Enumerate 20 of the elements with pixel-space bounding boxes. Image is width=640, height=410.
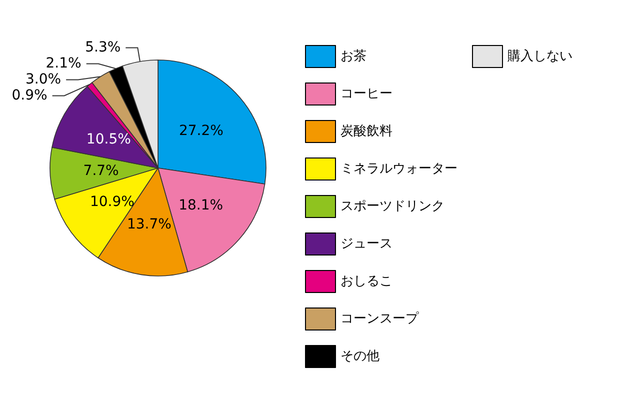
legend-label: コーンスープ bbox=[340, 312, 420, 326]
data-label: 10.5% bbox=[86, 131, 131, 148]
legend-label: お茶 bbox=[340, 49, 366, 64]
data-label: 18.1% bbox=[178, 198, 224, 214]
legend-label: ミネラルウォーター bbox=[340, 162, 458, 176]
legend-label: 購入しない bbox=[508, 49, 572, 64]
legend-label: 炭酸飲料 bbox=[340, 124, 392, 139]
data-label: 3.0% bbox=[26, 72, 62, 88]
legend-label: その他 bbox=[340, 349, 380, 364]
legend-label: おしるこ bbox=[340, 274, 392, 289]
data-label: 0.9% bbox=[12, 88, 48, 104]
legend-label: スポーツドリンク bbox=[340, 199, 444, 214]
data-label: 27.2% bbox=[178, 122, 224, 139]
data-label: 2.1% bbox=[46, 56, 82, 72]
data-label: 5.3% bbox=[85, 40, 121, 56]
data-label: 7.7% bbox=[83, 162, 119, 179]
legend-label: コーヒー bbox=[340, 86, 392, 102]
legend-label: ジュース bbox=[340, 236, 392, 252]
data-label: 13.7% bbox=[126, 216, 172, 232]
data-label: 10.9% bbox=[90, 194, 134, 210]
